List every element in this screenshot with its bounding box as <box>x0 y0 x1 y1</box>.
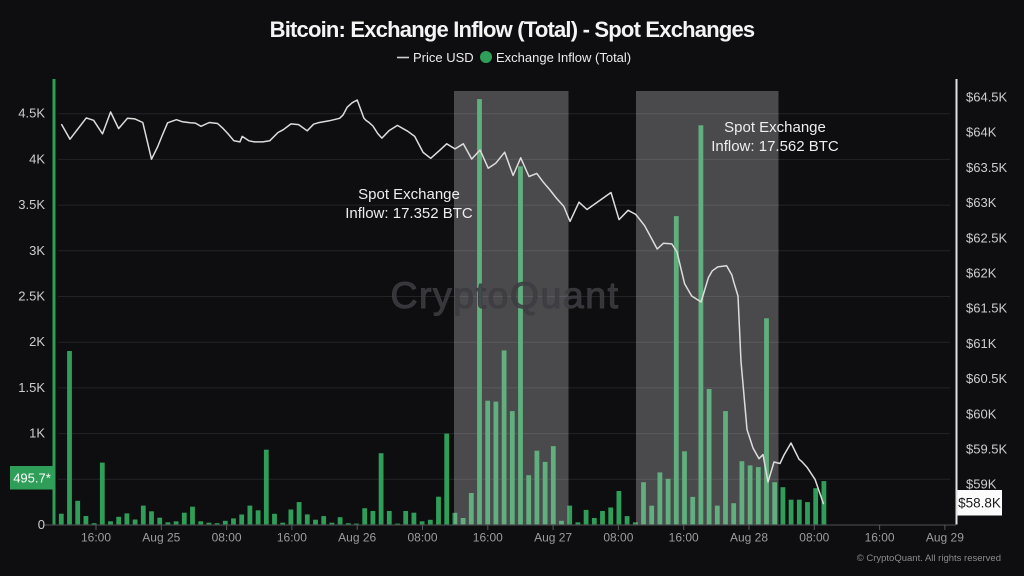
svg-text:16:00: 16:00 <box>81 531 111 545</box>
svg-text:08:00: 08:00 <box>799 531 829 545</box>
svg-text:4K: 4K <box>29 151 45 166</box>
svg-text:$63K: $63K <box>966 195 997 210</box>
svg-text:1.5K: 1.5K <box>18 380 45 395</box>
svg-text:Spot Exchange: Spot Exchange <box>724 119 826 136</box>
svg-text:495.7*: 495.7* <box>13 471 51 486</box>
svg-text:3K: 3K <box>29 243 45 258</box>
svg-text:Aug 27: Aug 27 <box>534 531 572 545</box>
svg-text:08:00: 08:00 <box>407 531 437 545</box>
svg-text:$62.5K: $62.5K <box>966 230 1008 245</box>
svg-text:Price USD: Price USD <box>413 50 474 65</box>
svg-text:Bitcoin: Exchange Inflow (Tota: Bitcoin: Exchange Inflow (Total) - Spot … <box>270 17 755 42</box>
svg-text:$58.8K: $58.8K <box>958 496 1001 511</box>
svg-text:$59.5K: $59.5K <box>966 442 1008 457</box>
svg-text:$63.5K: $63.5K <box>966 160 1008 175</box>
svg-text:0: 0 <box>38 517 45 532</box>
svg-text:16:00: 16:00 <box>277 531 307 545</box>
svg-text:© CryptoQuant. All rights rese: © CryptoQuant. All rights reserved <box>857 553 1001 564</box>
svg-text:$62K: $62K <box>966 266 997 281</box>
svg-text:$60K: $60K <box>966 406 997 421</box>
svg-text:Aug 28: Aug 28 <box>730 531 768 545</box>
svg-text:Spot Exchange: Spot Exchange <box>358 186 460 203</box>
svg-text:Aug 29: Aug 29 <box>926 531 964 545</box>
svg-text:$64K: $64K <box>966 125 997 140</box>
svg-text:16:00: 16:00 <box>865 531 895 545</box>
svg-text:$60.5K: $60.5K <box>966 371 1008 386</box>
svg-text:Inflow: 17.562 BTC: Inflow: 17.562 BTC <box>711 138 839 155</box>
svg-text:$61.5K: $61.5K <box>966 301 1008 316</box>
svg-text:08:00: 08:00 <box>212 531 242 545</box>
svg-text:2K: 2K <box>29 334 45 349</box>
svg-text:16:00: 16:00 <box>473 531 503 545</box>
svg-text:Aug 26: Aug 26 <box>338 531 376 545</box>
svg-text:16:00: 16:00 <box>669 531 699 545</box>
svg-text:2.5K: 2.5K <box>18 289 45 304</box>
svg-text:08:00: 08:00 <box>603 531 633 545</box>
svg-text:3.5K: 3.5K <box>18 197 45 212</box>
svg-text:CryptoQuant: CryptoQuant <box>390 274 619 316</box>
svg-text:1K: 1K <box>29 426 45 441</box>
svg-text:$59K: $59K <box>966 477 997 492</box>
svg-text:Aug 25: Aug 25 <box>142 531 180 545</box>
svg-text:4.5K: 4.5K <box>18 106 45 121</box>
svg-text:$64.5K: $64.5K <box>966 90 1008 105</box>
svg-text:$61K: $61K <box>966 336 997 351</box>
svg-text:Inflow: 17.352 BTC: Inflow: 17.352 BTC <box>345 205 473 222</box>
svg-text:Exchange Inflow (Total): Exchange Inflow (Total) <box>496 50 631 65</box>
